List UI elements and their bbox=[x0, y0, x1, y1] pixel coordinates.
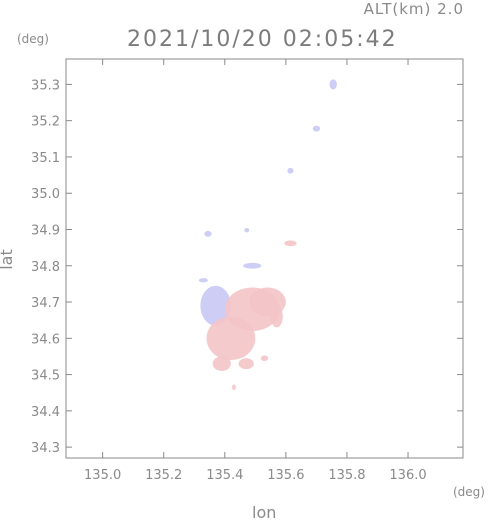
y-axis-ticks: 34.3 34.4 34.5 34.6 34.7 34.8 34.9 35.0 35.1 35.2… bbox=[31, 78, 463, 456]
echo-patch bbox=[243, 262, 262, 269]
echo-patch bbox=[284, 240, 297, 247]
chart-title-timestamp: 2021/10/20 02:05:42 bbox=[127, 27, 398, 52]
y-tick-label: 35.1 bbox=[31, 151, 60, 166]
y-tick-label: 35.2 bbox=[31, 115, 60, 130]
x-tick-label: 136.0 bbox=[389, 468, 426, 483]
echo-layer bbox=[198, 79, 337, 391]
y-tick-label: 35.0 bbox=[31, 187, 60, 202]
y-unit-label: (deg) bbox=[17, 32, 49, 46]
y-tick-label: 34.7 bbox=[31, 296, 60, 311]
echo-patch bbox=[238, 358, 254, 370]
x-unit-label: (deg) bbox=[453, 485, 485, 499]
echo-patch bbox=[244, 228, 250, 233]
x-tick-label: 135.4 bbox=[206, 468, 243, 483]
echo-patch bbox=[198, 278, 209, 283]
y-tick-label: 34.5 bbox=[31, 369, 60, 384]
x-tick-label: 135.6 bbox=[267, 468, 304, 483]
x-tick-label: 135.8 bbox=[328, 468, 365, 483]
echo-patch bbox=[212, 356, 231, 371]
echo-patch bbox=[206, 316, 256, 361]
echo-patch bbox=[204, 230, 212, 237]
y-tick-label: 34.8 bbox=[31, 260, 60, 275]
echo-patch bbox=[312, 125, 321, 132]
x-tick-label: 135.0 bbox=[84, 468, 121, 483]
x-axis-label: lon bbox=[252, 503, 277, 522]
echo-patch bbox=[232, 384, 236, 391]
x-tick-label: 135.2 bbox=[145, 468, 182, 483]
echo-patch bbox=[329, 79, 337, 90]
echo-patch bbox=[270, 305, 283, 328]
altitude-label: ALT(km) 2.0 bbox=[363, 0, 464, 18]
echo-patch bbox=[260, 355, 269, 362]
y-tick-label: 34.9 bbox=[31, 223, 60, 238]
y-tick-label: 35.3 bbox=[31, 78, 60, 93]
y-tick-label: 34.6 bbox=[31, 332, 60, 347]
y-tick-label: 34.3 bbox=[31, 441, 60, 456]
y-tick-label: 34.4 bbox=[31, 405, 60, 420]
x-axis-ticks: 135.0 135.2 135.4 135.6 135.8 136.0 bbox=[84, 59, 427, 483]
plot-frame bbox=[65, 58, 464, 459]
echo-patch bbox=[287, 167, 294, 174]
echo-patch bbox=[200, 285, 231, 326]
